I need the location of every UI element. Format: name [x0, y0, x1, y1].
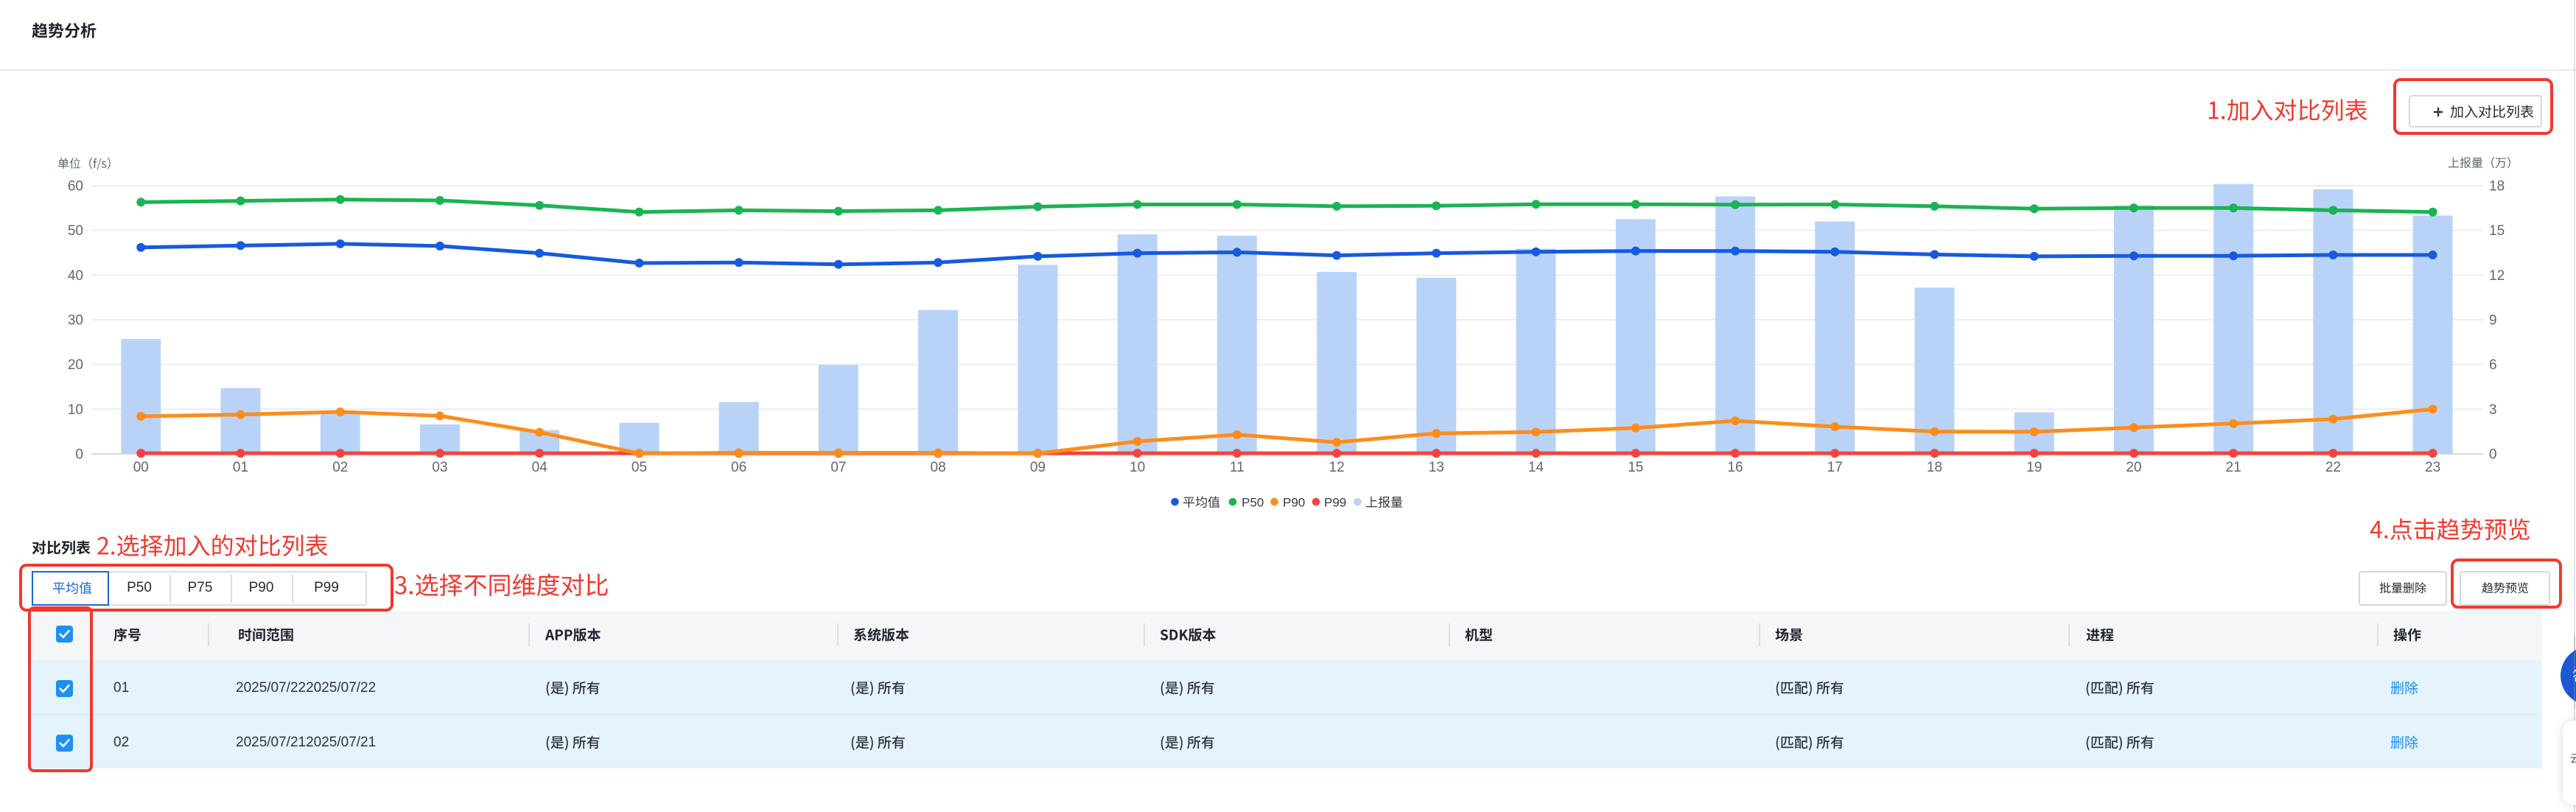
svg-text:02: 02	[332, 460, 348, 475]
svg-text:15: 15	[2489, 223, 2505, 239]
svg-text:50: 50	[68, 223, 83, 239]
svg-text:P50: P50	[1242, 496, 1264, 510]
svg-text:6: 6	[2489, 357, 2497, 373]
svg-text:22: 22	[2325, 460, 2341, 475]
svg-text:17: 17	[1827, 460, 1843, 475]
svg-text:10: 10	[1130, 460, 1145, 475]
svg-text:11: 11	[1230, 460, 1245, 475]
svg-text:30: 30	[68, 313, 83, 329]
svg-text:20: 20	[2126, 460, 2141, 475]
svg-text:15: 15	[1628, 460, 1643, 475]
svg-text:20: 20	[68, 357, 83, 373]
svg-text:18: 18	[1927, 460, 1942, 475]
svg-text:0: 0	[2489, 447, 2497, 463]
svg-text:09: 09	[1030, 460, 1046, 475]
svg-text:P90: P90	[1283, 496, 1305, 510]
svg-text:60: 60	[68, 179, 83, 195]
svg-text:13: 13	[1429, 460, 1444, 475]
svg-text:40: 40	[68, 268, 83, 284]
svg-text:08: 08	[931, 460, 946, 475]
svg-text:0: 0	[75, 447, 83, 463]
svg-text:07: 07	[830, 460, 846, 475]
svg-text:21: 21	[2226, 460, 2241, 475]
svg-text:10: 10	[68, 402, 83, 418]
svg-text:03: 03	[432, 460, 447, 475]
svg-text:01: 01	[233, 460, 248, 475]
svg-text:00: 00	[133, 460, 149, 475]
svg-text:16: 16	[1727, 460, 1743, 475]
svg-text:14: 14	[1528, 460, 1544, 475]
svg-text:P99: P99	[1324, 496, 1346, 510]
svg-text:23: 23	[2425, 460, 2440, 475]
svg-text:3: 3	[2489, 402, 2497, 418]
svg-text:18: 18	[2489, 179, 2505, 195]
svg-text:9: 9	[2489, 313, 2497, 329]
svg-text:19: 19	[2026, 460, 2042, 475]
svg-text:12: 12	[1329, 460, 1345, 475]
svg-text:05: 05	[631, 460, 647, 475]
svg-text:06: 06	[731, 460, 746, 475]
svg-text:12: 12	[2489, 268, 2505, 284]
svg-text:04: 04	[532, 460, 548, 475]
